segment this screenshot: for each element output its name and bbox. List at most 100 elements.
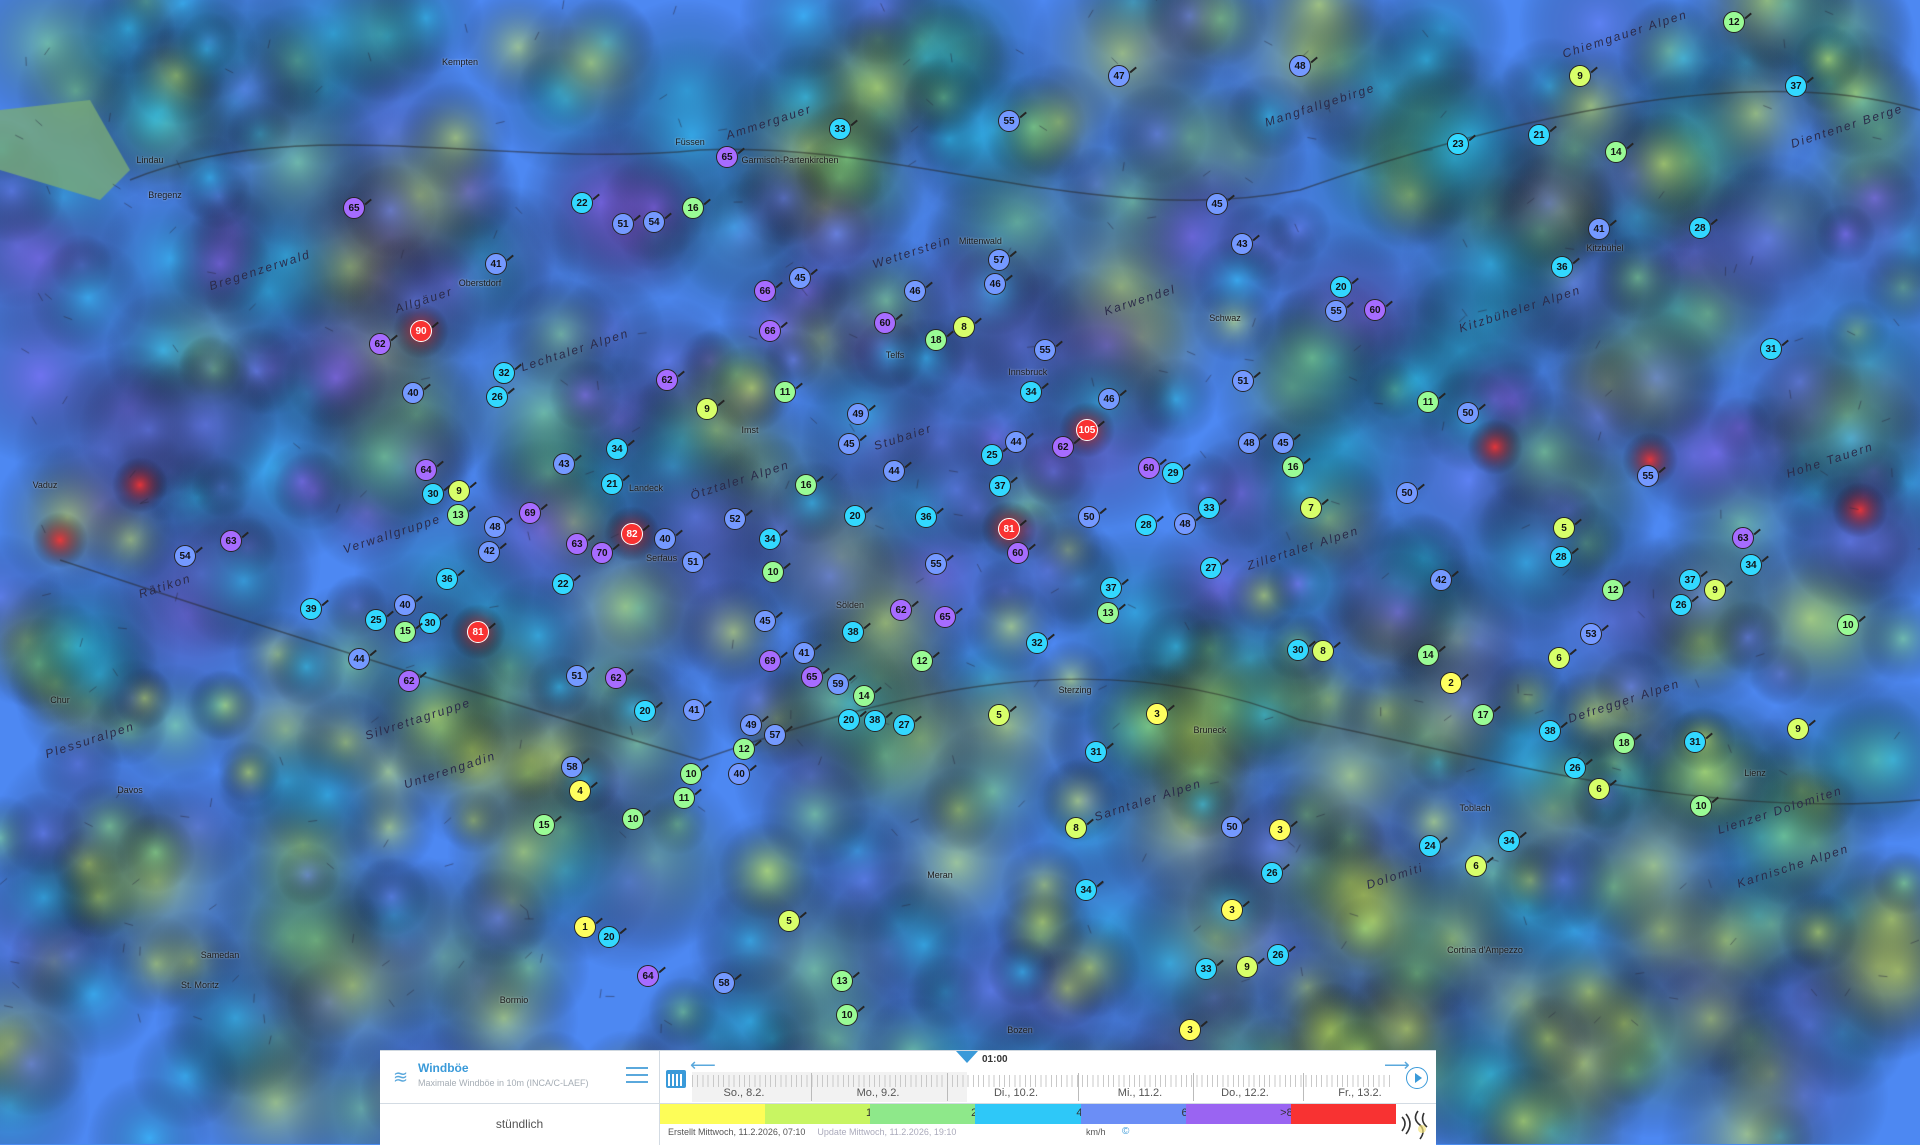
gust-marker[interactable]: 24 (1419, 835, 1441, 857)
gust-marker[interactable]: 63 (1732, 527, 1754, 549)
gust-marker[interactable]: 23 (1447, 133, 1469, 155)
gust-marker[interactable]: 55 (998, 110, 1020, 132)
gust-marker[interactable]: 54 (174, 545, 196, 567)
gust-marker[interactable]: 66 (759, 320, 781, 342)
gust-marker[interactable]: 20 (837, 709, 860, 732)
gust-marker[interactable]: 60 (1006, 542, 1029, 565)
gust-marker[interactable]: 62 (656, 369, 678, 391)
gust-marker[interactable]: 30 (1287, 639, 1309, 661)
gust-marker[interactable]: 59 (827, 673, 849, 695)
gust-marker[interactable]: 29 (1162, 462, 1184, 484)
gust-marker[interactable]: 33 (829, 118, 851, 140)
gust-marker[interactable]: 10 (762, 561, 784, 583)
gust-marker[interactable]: 32 (1026, 632, 1048, 654)
gust-marker[interactable]: 37 (1679, 569, 1701, 591)
gust-marker[interactable]: 69 (519, 502, 541, 524)
gust-marker[interactable]: 2 (1440, 672, 1462, 694)
gust-marker[interactable]: 55 (1325, 300, 1348, 323)
gust-marker[interactable]: 27 (893, 714, 915, 736)
gust-marker[interactable]: 54 (643, 211, 665, 233)
gust-marker[interactable]: 5 (778, 910, 800, 932)
gust-marker[interactable]: 22 (552, 573, 574, 595)
gust-marker[interactable]: 37 (989, 475, 1011, 497)
gust-marker[interactable]: 20 (844, 505, 866, 527)
gust-marker[interactable]: 46 (984, 273, 1007, 296)
calendar-icon[interactable] (666, 1070, 686, 1088)
copyright-icon[interactable]: © (1122, 1126, 1130, 1137)
gust-marker[interactable]: 10 (680, 763, 702, 785)
gust-marker[interactable]: 34 (1740, 554, 1762, 576)
gust-marker[interactable]: 55 (1034, 339, 1056, 361)
gust-marker[interactable]: 81 (467, 621, 489, 643)
gust-marker[interactable]: 3 (1269, 819, 1291, 841)
gust-marker[interactable]: 9 (448, 480, 470, 502)
gust-marker[interactable]: 34 (759, 528, 781, 550)
gust-marker[interactable]: 6 (1588, 778, 1610, 800)
gust-marker[interactable]: 51 (566, 665, 588, 687)
gust-marker[interactable]: 26 (1670, 594, 1692, 616)
gust-marker[interactable]: 62 (369, 333, 391, 355)
gust-marker[interactable]: 69 (759, 650, 781, 672)
gust-marker[interactable]: 48 (1238, 432, 1260, 454)
time-slider-handle[interactable] (956, 1051, 978, 1063)
gust-marker[interactable]: 57 (988, 249, 1010, 271)
gust-marker[interactable]: 36 (915, 506, 937, 528)
gust-marker[interactable]: 55 (925, 553, 947, 575)
gust-marker[interactable]: 42 (478, 540, 501, 563)
gust-marker[interactable]: 43 (553, 453, 575, 475)
gust-marker[interactable]: 4 (569, 780, 591, 802)
gust-marker[interactable]: 9 (1704, 579, 1726, 601)
gust-marker[interactable]: 105 (1076, 419, 1098, 441)
arrow-left-icon[interactable]: ⟵ (690, 1055, 716, 1075)
gust-marker[interactable]: 58 (561, 756, 583, 778)
gust-marker[interactable]: 63 (220, 530, 242, 552)
gust-marker[interactable]: 18 (925, 329, 947, 351)
gust-marker[interactable]: 62 (890, 599, 912, 621)
gust-marker[interactable]: 39 (300, 598, 322, 620)
gust-marker[interactable]: 12 (1602, 579, 1624, 601)
gust-marker[interactable]: 21 (601, 473, 623, 495)
gust-marker[interactable]: 3 (1179, 1019, 1201, 1041)
day-label[interactable]: Mi., 11.2. (1117, 1087, 1163, 1099)
gust-marker[interactable]: 16 (1282, 456, 1304, 478)
gust-marker[interactable]: 36 (1551, 256, 1573, 278)
gust-marker[interactable]: 3 (1146, 703, 1168, 725)
gust-marker[interactable]: 52 (724, 508, 746, 530)
gust-marker[interactable]: 30 (422, 483, 444, 505)
day-label[interactable]: Mo., 9.2. (856, 1087, 900, 1099)
gust-marker[interactable]: 25 (981, 444, 1003, 466)
gust-marker[interactable]: 55 (1637, 465, 1659, 487)
gust-marker[interactable]: 15 (533, 814, 555, 836)
gust-marker[interactable]: 82 (621, 523, 643, 545)
gust-marker[interactable]: 28 (1689, 217, 1711, 239)
gust-marker[interactable]: 64 (637, 965, 659, 987)
arrow-right-icon[interactable]: ⟶ (1384, 1055, 1410, 1075)
gust-marker[interactable]: 11 (673, 787, 695, 809)
gust-marker[interactable]: 12 (911, 650, 933, 672)
frequency-selector[interactable]: stündlich (495, 1117, 544, 1131)
gust-marker[interactable]: 46 (904, 280, 926, 302)
gust-marker[interactable]: 20 (598, 926, 620, 948)
gust-marker[interactable]: 33 (1195, 958, 1217, 980)
gust-marker[interactable]: 25 (365, 609, 387, 631)
gust-marker[interactable]: 41 (683, 699, 705, 721)
gust-marker[interactable]: 40 (394, 594, 416, 616)
gust-marker[interactable]: 45 (789, 267, 811, 289)
gust-marker[interactable]: 31 (1684, 731, 1706, 753)
gust-marker[interactable]: 10 (836, 1004, 858, 1026)
gust-marker[interactable]: 20 (1330, 276, 1352, 298)
gust-marker[interactable]: 13 (831, 970, 853, 992)
gust-marker[interactable]: 17 (1472, 704, 1494, 726)
gust-marker[interactable]: 7 (1300, 497, 1322, 519)
gust-marker[interactable]: 50 (1078, 506, 1100, 528)
gust-marker[interactable]: 14 (1605, 141, 1627, 163)
gust-marker[interactable]: 16 (682, 197, 704, 219)
gust-marker[interactable]: 65 (934, 606, 956, 628)
gust-marker[interactable]: 38 (863, 709, 886, 732)
gust-marker[interactable]: 14 (1417, 644, 1439, 666)
gust-marker[interactable]: 45 (838, 433, 860, 455)
gust-marker[interactable]: 10 (1690, 795, 1712, 817)
gust-marker[interactable]: 45 (1206, 193, 1228, 215)
gust-marker[interactable]: 32 (493, 362, 515, 384)
gust-marker[interactable]: 57 (764, 724, 786, 746)
